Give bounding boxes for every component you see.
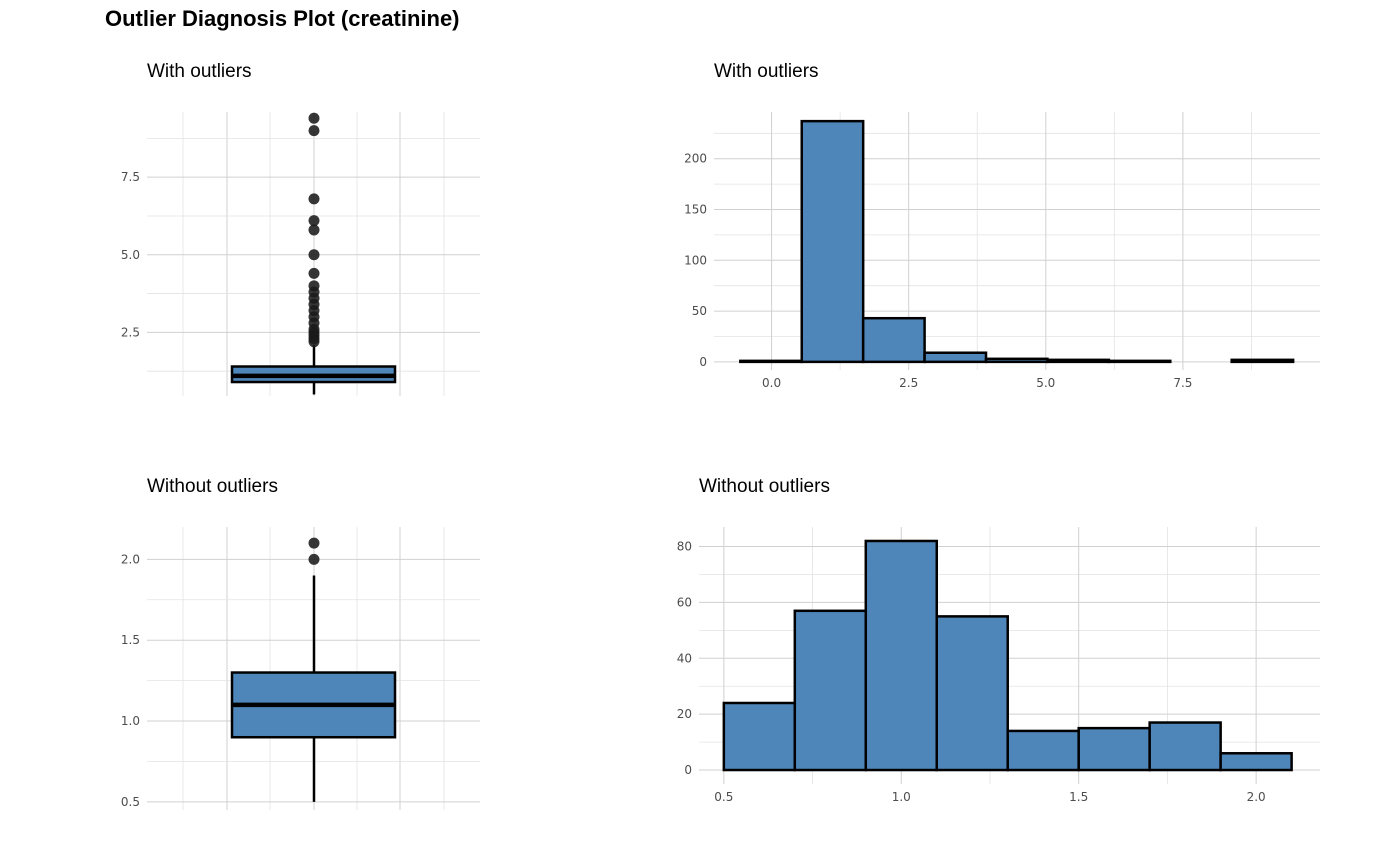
x-tick-label: 1.5 [1069,790,1088,804]
panel-title-hist-with: With outliers [714,61,819,82]
panel-title-box-with: With outliers [147,61,252,82]
y-tick-label: 0.5 [121,795,140,809]
panel-title-hist-without: Without outliers [699,476,830,497]
y-tick-label: 50 [692,304,707,318]
boxplot-with-outliers: 2.5 5.0 7.5 [121,112,480,396]
boxplot-without-outliers: 0.5 1.0 1.5 2.0 [121,527,480,810]
y-tick-label: 0 [684,763,692,777]
y-tick-label: 200 [684,152,707,166]
outlier-point [308,267,320,279]
outlier-point [308,193,320,205]
histogram-bar [1148,721,1222,772]
x-tick-label: 0.0 [762,376,781,390]
histogram-with-outliers: 0 50 100 150 200 0.0 2.5 5.0 7.5 [684,112,1320,390]
y-tick-label: 1.0 [121,714,140,728]
histogram-bar [923,351,988,364]
y-tick-label: 7.5 [121,170,140,184]
histogram-bar [1006,729,1080,772]
histogram-bar [1219,752,1293,772]
y-tick-label: 1.5 [121,633,140,647]
histogram-bar [722,701,797,772]
histogram-bar [1230,358,1295,364]
histogram-bar [793,609,868,772]
x-tick-label: 2.0 [1247,790,1266,804]
histogram-bar [1046,358,1111,364]
y-tick-label: 2.0 [121,552,140,566]
y-tick-label: 80 [677,540,692,554]
outlier-point [308,215,320,227]
y-tick-label: 100 [684,253,707,267]
x-tick-label: 5.0 [1036,376,1055,390]
outlier-point [308,537,320,549]
x-tick-label: 0.5 [714,790,733,804]
histogram-bar [1107,359,1172,364]
main-title: Outlier Diagnosis Plot (creatinine) [105,6,460,31]
outlier-point [308,125,320,137]
outlier-point [308,224,320,236]
y-tick-label: 20 [677,707,692,721]
outlier-point [308,553,320,565]
y-tick-label: 5.0 [121,248,140,262]
x-tick-label: 1.0 [892,790,911,804]
y-tick-label: 150 [684,203,707,217]
outlier-point [308,280,320,292]
y-tick-label: 2.5 [121,325,140,339]
outlier-point [308,112,320,124]
histogram-bar [800,119,865,364]
histogram-bar [1077,726,1151,772]
histogram-bar [861,316,926,364]
histogram-bar [739,359,803,364]
outlier-point [308,249,320,261]
y-tick-label: 0 [699,355,707,369]
histogram-bar [984,357,1049,364]
y-tick-label: 60 [677,595,692,609]
y-tick-label: 40 [677,651,692,665]
x-tick-label: 7.5 [1173,376,1192,390]
histogram-without-outliers: 0 20 40 60 80 0.5 1.0 1.5 2.0 [677,527,1320,804]
histogram-bar [864,539,939,772]
panel-title-box-without: Without outliers [147,476,278,497]
histogram-bar [935,615,1009,772]
x-tick-label: 2.5 [899,376,918,390]
